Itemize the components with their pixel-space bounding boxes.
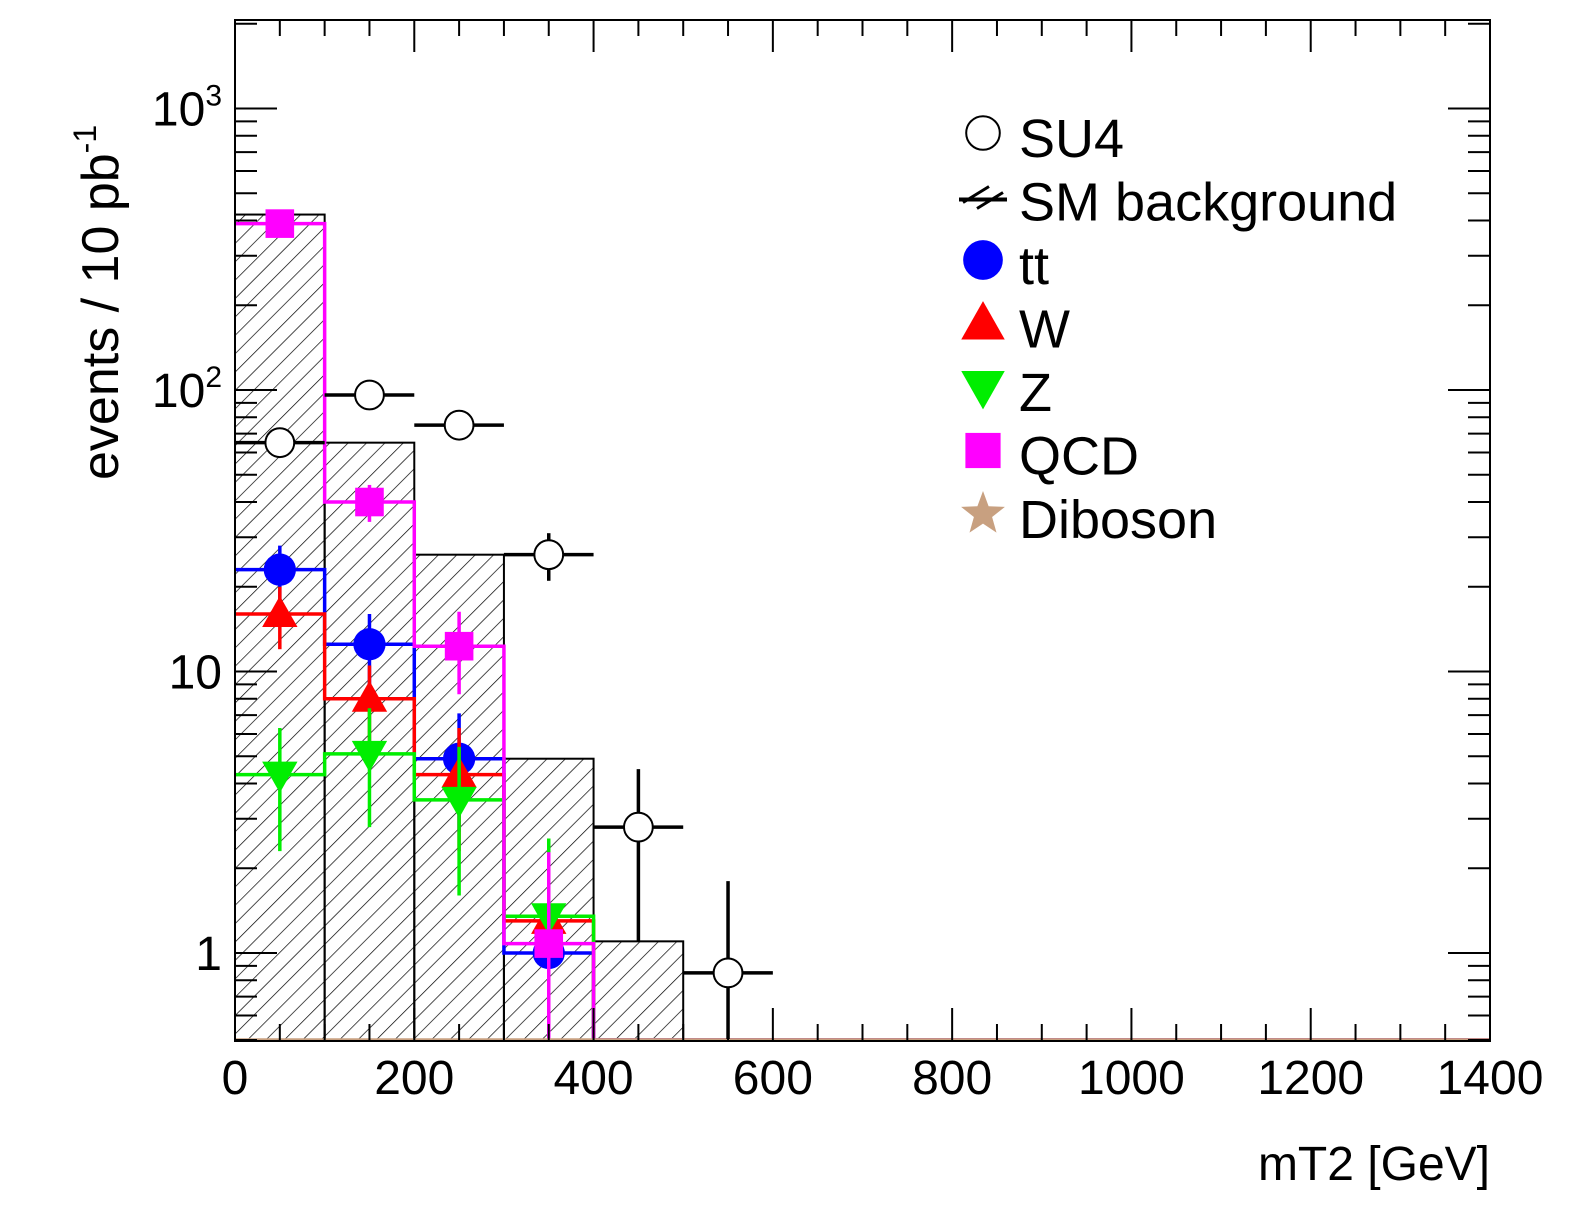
y-tick-label: 1 (195, 928, 222, 981)
su4-marker (443, 409, 475, 441)
legend-diboson-symbol (961, 491, 1005, 533)
y-tick-label: 10 (169, 647, 222, 700)
x-axis-title: mT2 [GeV] (1258, 1138, 1490, 1191)
tt-marker (353, 628, 386, 661)
y-tick-exponent: 3 (205, 80, 222, 113)
x-axis-tick-labels: 0 200 400 600 800 1000 1200 1400 (222, 1052, 1544, 1105)
legend-label: Diboson (1019, 490, 1217, 550)
legend-z-symbol (961, 371, 1005, 410)
z-marker (441, 786, 477, 819)
x-tick-label: 1400 (1437, 1052, 1544, 1105)
x-tick-label: 600 (733, 1052, 813, 1105)
y-tick-label: 102 (152, 361, 222, 418)
legend-w-symbol (961, 301, 1005, 340)
legend-tt-symbol (963, 240, 1003, 280)
su4-marker (264, 427, 296, 459)
legend-label: W (1019, 300, 1070, 360)
x-tick-label: 400 (554, 1052, 634, 1105)
y-axis-title-superscript: -1 (67, 125, 103, 153)
x-tick-label: 1200 (1257, 1052, 1364, 1105)
w-marker (351, 680, 388, 712)
su4-marker (354, 379, 385, 411)
x-tick-label: 800 (912, 1052, 992, 1105)
qcd-marker (444, 631, 474, 661)
qcd-marker (355, 487, 384, 517)
y-tick-label: 103 (152, 80, 222, 137)
legend-label: tt (1019, 236, 1049, 296)
z-marker (351, 740, 388, 773)
y-tick-base: 10 (169, 647, 222, 700)
tt-marker (263, 553, 296, 586)
legend-label: QCD (1019, 427, 1139, 487)
legend-su4-symbol (965, 115, 1001, 151)
axis-ticks (234, 20, 1491, 1041)
x-tick-label: 200 (374, 1052, 454, 1105)
su4-marker (622, 811, 654, 843)
y-tick-exponent: 2 (205, 361, 222, 394)
y-tick-base: 10 (152, 365, 205, 418)
legend-label: SM background (1019, 173, 1397, 233)
su4-marker (533, 539, 565, 571)
w-marker (262, 595, 298, 628)
su4-points (235, 379, 773, 1040)
plot-area (234, 19, 1491, 1042)
y-axis-title: events / 10 pb-1 (67, 125, 130, 480)
z-marker (262, 761, 298, 793)
legend-label: SU4 (1019, 109, 1124, 169)
legend-label: Z (1019, 363, 1052, 423)
y-tick-base: 1 (195, 928, 222, 981)
qcd-marker (265, 209, 295, 238)
qcd-marker (534, 929, 564, 958)
x-tick-label: 0 (222, 1052, 249, 1105)
legend-qcd-symbol (965, 432, 1001, 469)
y-tick-base: 10 (152, 84, 205, 137)
x-tick-label: 1000 (1078, 1052, 1185, 1105)
su4-marker (712, 957, 744, 989)
